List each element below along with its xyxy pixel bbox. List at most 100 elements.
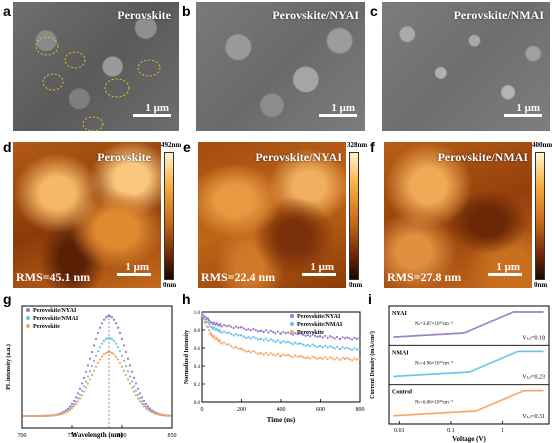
- data-point: [296, 355, 299, 358]
- data-point: [445, 372, 448, 375]
- data-point: [142, 399, 146, 402]
- data-point: [86, 382, 90, 385]
- data-point: [343, 337, 347, 340]
- data-point: [431, 412, 434, 415]
- data-point: [457, 371, 460, 374]
- data-point: [396, 335, 399, 338]
- data-point: [395, 414, 398, 417]
- data-point: [267, 339, 270, 342]
- trap-density: Nₜ=3.87×10¹⁵cm⁻³: [415, 321, 453, 327]
- data-point: [533, 350, 536, 353]
- data-point: [104, 316, 108, 319]
- rms-value: RMS=45.1 nm: [16, 270, 91, 284]
- data-point: [316, 345, 319, 348]
- data-point: [294, 331, 297, 335]
- data-point: [529, 389, 532, 392]
- data-point: [346, 336, 349, 339]
- data-point: [489, 361, 492, 364]
- data-point: [279, 341, 283, 344]
- data-point: [410, 374, 413, 377]
- data-point: [96, 350, 100, 353]
- panel-title: Perovskite/NMAI: [453, 8, 544, 22]
- data-point: [476, 326, 479, 329]
- data-point: [40, 414, 44, 418]
- data-point: [486, 322, 489, 325]
- data-point: [398, 375, 401, 378]
- data-point: [319, 345, 322, 348]
- y-tick-label: 0.8: [194, 329, 201, 334]
- panel-label-i: i: [368, 291, 372, 307]
- data-point: [431, 373, 434, 376]
- data-point: [451, 411, 454, 414]
- data-point: [515, 311, 518, 313]
- data-point: [531, 311, 534, 313]
- data-point: [78, 387, 82, 390]
- data-point: [488, 321, 491, 324]
- data-point: [206, 317, 210, 320]
- data-point: [328, 356, 332, 359]
- legend-marker: [26, 308, 30, 312]
- data-point: [448, 372, 451, 375]
- data-point: [341, 346, 344, 349]
- data-point: [249, 337, 253, 340]
- data-point: [536, 311, 539, 313]
- afm-image-perovskite-nmai: Perovskite/NMAI RMS=27.8 nm 1 μm: [384, 142, 532, 288]
- data-point: [269, 338, 272, 341]
- data-point: [306, 334, 309, 337]
- data-point: [400, 414, 403, 417]
- data-point: [225, 343, 228, 346]
- data-point: [458, 371, 461, 374]
- data-point: [405, 335, 408, 338]
- data-point: [262, 330, 265, 334]
- data-point: [100, 342, 104, 345]
- data-point: [134, 394, 138, 397]
- data-point: [469, 410, 472, 413]
- data-point: [458, 332, 461, 335]
- data-point: [291, 333, 294, 336]
- data-point: [481, 365, 484, 368]
- data-point: [136, 397, 140, 400]
- data-point: [148, 410, 152, 413]
- data-point: [472, 327, 475, 330]
- data-point: [116, 346, 120, 349]
- data-point: [533, 389, 536, 392]
- data-point: [223, 330, 226, 333]
- data-point: [252, 327, 255, 331]
- data-point: [74, 396, 78, 399]
- data-point: [427, 412, 430, 415]
- data-point: [503, 314, 506, 317]
- data-point: [150, 411, 154, 414]
- data-point: [398, 414, 401, 417]
- x-tick-label: 0: [201, 407, 204, 413]
- data-point: [526, 389, 529, 392]
- data-point: [467, 330, 470, 333]
- data-point: [282, 340, 285, 343]
- data-point: [311, 355, 314, 358]
- data-point: [306, 356, 309, 359]
- data-point: [102, 353, 106, 356]
- data-point: [70, 407, 74, 410]
- data-point: [311, 343, 314, 346]
- data-point: [74, 400, 78, 403]
- y-axis-label: Normalized Intensity: [184, 330, 190, 384]
- data-point: [269, 329, 272, 332]
- scale-label: 1 μm: [516, 102, 540, 114]
- y-tick-label: 1.0: [194, 311, 201, 316]
- data-point: [274, 331, 277, 335]
- data-point: [408, 335, 411, 338]
- data-point: [346, 346, 349, 349]
- data-point: [512, 394, 515, 397]
- data-point: [524, 311, 527, 313]
- data-point: [252, 335, 255, 339]
- data-point: [508, 353, 511, 356]
- data-point: [215, 336, 218, 340]
- panel-title: Perovskite: [97, 150, 151, 164]
- data-point: [527, 311, 530, 313]
- data-point: [469, 370, 472, 373]
- data-point: [279, 355, 283, 358]
- data-point: [104, 351, 108, 354]
- data-point: [335, 335, 339, 339]
- data-point: [479, 366, 482, 369]
- data-point: [114, 342, 118, 345]
- data-point: [429, 333, 432, 336]
